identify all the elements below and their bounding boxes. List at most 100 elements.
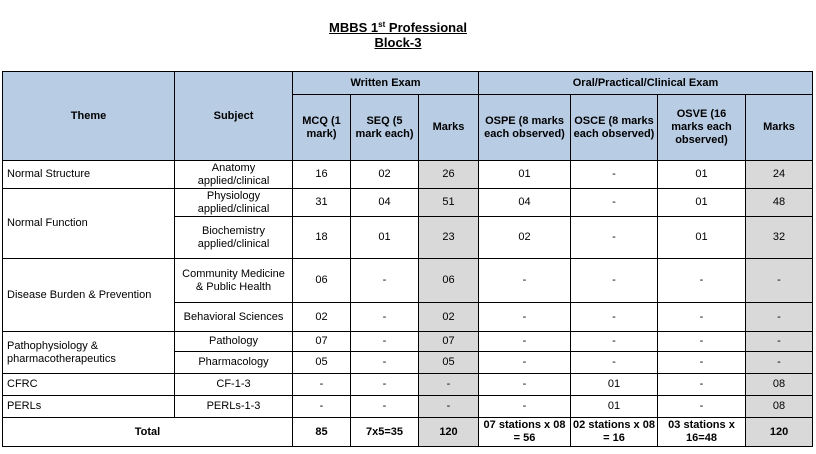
header-ospe: OSPE (8 marks each observed) (478, 94, 571, 161)
osve-cell: - (657, 258, 746, 303)
table-row: Normal Function Physiology applied/clini… (2, 188, 814, 259)
osve-cell: - (657, 302, 746, 332)
osce-cell: - (570, 258, 658, 303)
theme-cell: Pathophysiology & pharmacotherapeutics (2, 331, 175, 374)
subject-cell: Physiology applied/clinical (174, 188, 293, 217)
osve-cell: 01 (657, 188, 746, 217)
theme-cell: CFRC (2, 373, 175, 396)
osce-cell: - (570, 351, 658, 374)
table-row: Disease Burden & Prevention Community Me… (2, 258, 814, 332)
header-osce: OSCE (8 marks each observed) (570, 94, 658, 161)
oral-marks-cell: 08 (744, 373, 814, 396)
seq-cell: - (350, 395, 419, 418)
title-line-1: MBBS 1st Professional (329, 20, 467, 35)
header-oral-exam: Oral/Practical/Clinical Exam (477, 71, 814, 95)
total-seq: 7x5=35 (350, 417, 419, 447)
seq-cell: - (350, 373, 419, 396)
written-marks-cell: 02 (418, 302, 479, 332)
ospe-cell: - (478, 351, 571, 374)
written-marks-cell: 51 (418, 188, 479, 217)
oral-marks-cell: - (744, 351, 814, 374)
osve-cell: - (657, 373, 746, 396)
title-line-2: Block-3 (374, 35, 422, 50)
osce-cell: - (570, 302, 658, 332)
theme-cell: Normal Structure (2, 160, 175, 189)
table-row: Normal Structure Anatomy applied/clinica… (2, 160, 814, 189)
written-marks-cell: 26 (418, 160, 479, 189)
osce-cell: - (570, 188, 658, 217)
table-row: Biochemistry applied/clinical 18 01 23 0… (3, 216, 814, 259)
subject-cell: Behavioral Sciences (174, 302, 293, 332)
table-row: CFRC CF-1-3 - - - - 01 - 08 (2, 373, 814, 396)
oral-marks-cell: 24 (744, 160, 814, 189)
oral-marks-cell: 32 (744, 216, 814, 259)
theme-cell: Disease Burden & Prevention (2, 258, 175, 332)
mcq-cell: 16 (292, 160, 351, 189)
osve-cell: - (657, 331, 746, 352)
subject-cell: Community Medicine & Public Health (174, 258, 293, 303)
osve-cell: 01 (657, 160, 746, 189)
header-mcq: MCQ (1 mark) (292, 94, 351, 161)
seq-cell: 01 (350, 216, 419, 259)
table-row: Behavioral Sciences 02 - 02 - - - - (3, 302, 814, 332)
osve-cell: - (657, 395, 746, 418)
mcq-cell: 31 (292, 188, 351, 217)
mcq-cell: - (292, 395, 351, 418)
mcq-cell: 07 (292, 331, 351, 352)
total-mcq: 85 (292, 417, 351, 447)
total-row: Total 85 7x5=35 120 07 stations x 08 = 5… (2, 417, 814, 447)
osce-cell: 01 (570, 373, 658, 396)
ospe-cell: - (478, 373, 571, 396)
total-oral-marks: 120 (744, 417, 814, 447)
seq-cell: 04 (350, 188, 419, 217)
ospe-cell: 01 (478, 160, 571, 189)
ospe-cell: - (478, 258, 571, 303)
total-osce: 02 stations x 08 = 16 (570, 417, 658, 447)
written-marks-cell: 23 (418, 216, 479, 259)
subject-cell: CF-1-3 (174, 373, 293, 396)
theme-cell: Normal Function (2, 188, 175, 259)
osce-cell: 01 (570, 395, 658, 418)
seq-cell: - (350, 258, 419, 303)
oral-marks-cell: 48 (744, 188, 814, 217)
subject-cell: Anatomy applied/clinical (174, 160, 293, 189)
document-title: MBBS 1st Professional Block-3 (0, 20, 796, 50)
subject-cell: Pathology (174, 331, 293, 352)
header-written-marks: Marks (418, 94, 479, 161)
header-seq: SEQ (5 mark each) (350, 94, 419, 161)
mcq-cell: 05 (292, 351, 351, 374)
header-osve: OSVE (16 marks each observed) (657, 94, 746, 161)
osce-cell: - (570, 331, 658, 352)
mcq-cell: - (292, 373, 351, 396)
ospe-cell: - (478, 331, 571, 352)
table-row: Pharmacology 05 - 05 - - - - (3, 351, 814, 374)
header-theme: Theme (2, 71, 175, 161)
osce-cell: - (570, 216, 658, 259)
theme-cell: PERLs (2, 395, 175, 418)
table-row: PERLs PERLs-1-3 - - - - 01 - 08 (2, 395, 814, 418)
oral-marks-cell: - (744, 302, 814, 332)
written-marks-cell: 06 (418, 258, 479, 303)
oral-marks-cell: - (744, 258, 814, 303)
osce-cell: - (570, 160, 658, 189)
written-marks-cell: 07 (418, 331, 479, 352)
mcq-cell: 06 (292, 258, 351, 303)
written-marks-cell: - (418, 373, 479, 396)
total-written-marks: 120 (418, 417, 479, 447)
header-subject: Subject (174, 71, 293, 161)
header-written-exam: Written Exam (292, 71, 479, 95)
osve-cell: 01 (657, 216, 746, 259)
ospe-cell: 04 (478, 188, 571, 217)
seq-cell: - (350, 302, 419, 332)
total-osve: 03 stations x 16=48 (657, 417, 746, 447)
ospe-cell: - (478, 395, 571, 418)
subject-cell: Biochemistry applied/clinical (174, 216, 293, 259)
written-marks-cell: 05 (418, 351, 479, 374)
total-ospe: 07 stations x 08 = 56 (478, 417, 571, 447)
ospe-cell: - (478, 302, 571, 332)
table-row: Pathophysiology & pharmacotherapeutics P… (2, 331, 814, 374)
mcq-cell: 02 (292, 302, 351, 332)
ospe-cell: 02 (478, 216, 571, 259)
written-marks-cell: - (418, 395, 479, 418)
header-oral-marks: Marks (744, 94, 814, 161)
